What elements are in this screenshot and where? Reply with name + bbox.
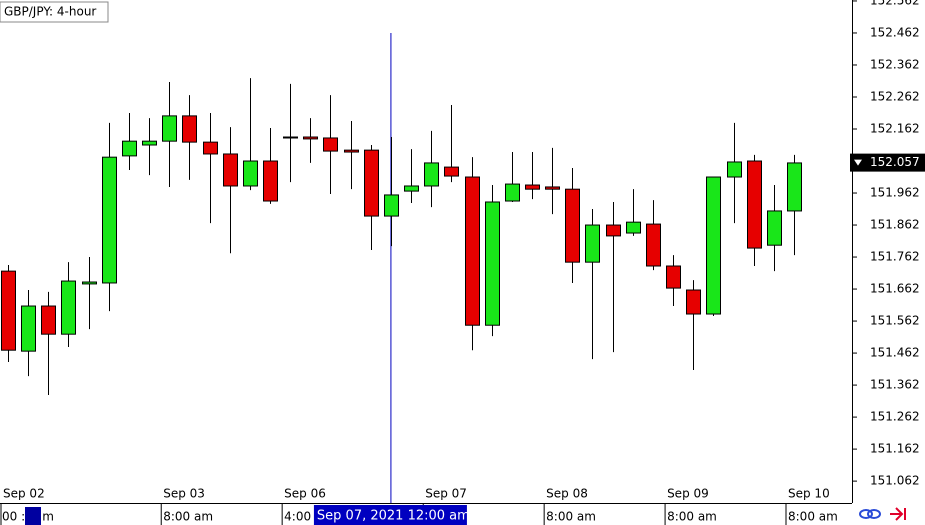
candle-body <box>203 141 218 155</box>
candle-body <box>525 184 540 190</box>
candle-body <box>243 160 258 187</box>
x-tick-label: Sep 06 <box>284 487 326 501</box>
x-tick-label: Sep 07 <box>425 487 467 501</box>
candle-body <box>102 156 117 284</box>
x-sub-label: 8:00 am <box>163 510 213 524</box>
current-price-box <box>850 153 925 172</box>
y-tick-label: 152.262 <box>870 89 920 103</box>
candle-body <box>323 137 338 152</box>
scroll-end-icon[interactable] <box>890 507 906 521</box>
candle-body <box>444 166 459 177</box>
y-tick-label: 152.462 <box>870 25 920 39</box>
candle-body <box>344 149 359 153</box>
candle-body <box>606 224 621 237</box>
y-tick-label: 151.262 <box>870 410 920 424</box>
current-price-label: 152.057 <box>870 155 920 169</box>
title-box <box>0 1 109 23</box>
x-tick-label: Sep 10 <box>788 487 830 501</box>
y-tick-label: 152.162 <box>870 122 920 136</box>
x-sub-label: 8:00 am <box>667 510 717 524</box>
y-tick-label: 151.062 <box>870 474 920 488</box>
y-tick-label: 152.562 <box>870 0 920 7</box>
candle-body <box>21 305 36 352</box>
y-tick-label: 151.462 <box>870 346 920 360</box>
candle-body <box>82 281 97 285</box>
candle-body <box>142 140 157 146</box>
x-sub-label: 8:00 am <box>546 510 596 524</box>
candle-body <box>364 149 379 217</box>
candle-body <box>424 162 439 187</box>
candle-body <box>465 176 480 326</box>
scroll-marker <box>25 507 41 525</box>
current-price-arrow <box>854 159 862 166</box>
candle-body <box>727 161 742 178</box>
candle-body <box>686 289 701 315</box>
candle-body <box>1 270 16 351</box>
y-tick-label: 151.662 <box>870 282 920 296</box>
candle-body <box>182 115 197 143</box>
y-tick-label: 151.562 <box>870 314 920 328</box>
x-sub-label: 00 : <box>2 510 25 524</box>
x-tick-label: Sep 09 <box>667 487 709 501</box>
candle-body <box>122 140 137 157</box>
candle-body <box>223 153 238 187</box>
candle-body <box>565 188 580 263</box>
y-tick-label: 151.362 <box>870 378 920 392</box>
candle-body <box>626 221 641 234</box>
x-tick-label: Sep 08 <box>546 487 588 501</box>
candle-body <box>747 160 762 249</box>
candle-body <box>646 223 661 267</box>
candle-body <box>61 280 76 335</box>
x-tick-label: Sep 03 <box>163 487 205 501</box>
link-icon[interactable] <box>859 509 881 519</box>
y-tick-label: 151.762 <box>870 250 920 264</box>
x-sub-label: m <box>42 510 54 524</box>
x-tick-label: Sep 02 <box>3 487 45 501</box>
x-sub-label: 4:00 <box>284 510 311 524</box>
candle-body <box>404 185 419 192</box>
candle-body <box>263 160 278 202</box>
candle-body <box>666 265 681 289</box>
candle-body <box>162 115 177 142</box>
candle-body <box>303 136 318 140</box>
candle-body <box>767 210 782 246</box>
candle-body <box>505 183 520 202</box>
candle-body <box>384 194 399 217</box>
chart-title: GBP/JPY: 4-hour <box>4 5 96 19</box>
candle-body <box>283 136 298 139</box>
candle-body <box>41 305 56 335</box>
y-tick-label: 152.362 <box>870 57 920 71</box>
y-tick-label: 151.162 <box>870 442 920 456</box>
candle-body <box>485 201 500 326</box>
candle-body <box>706 176 721 315</box>
y-tick-label: 151.962 <box>870 186 920 200</box>
crosshair-label: Sep 07, 2021 12:00 am <box>317 509 470 524</box>
crosshair-label-box <box>313 505 467 525</box>
x-sub-label: 8:00 am <box>788 510 838 524</box>
candle-body <box>545 186 560 190</box>
candle-body <box>585 224 600 263</box>
candle-body <box>787 162 802 212</box>
y-tick-label: 151.862 <box>870 218 920 232</box>
